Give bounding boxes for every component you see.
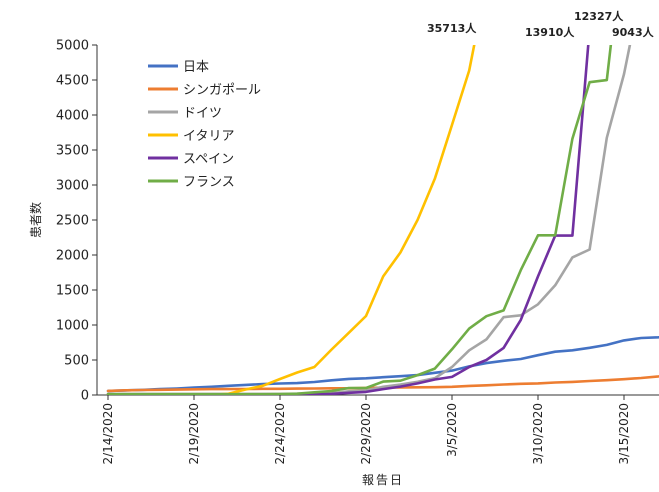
series-line-5	[106, 45, 613, 395]
annotation-label: 9043人	[612, 25, 655, 39]
x-tick-label: 3/5/2020	[445, 403, 459, 457]
y-tick-label: 2500	[56, 214, 89, 229]
legend-label: スペイン	[183, 152, 234, 167]
y-tick-label: 1500	[56, 284, 89, 299]
plot-area	[106, 45, 659, 395]
x-tick-label: 2/14/2020	[101, 403, 115, 465]
y-tick-label: 5000	[56, 39, 89, 54]
annotation-label: 12327人	[574, 9, 624, 23]
y-tick-label: 3000	[56, 179, 89, 194]
y-tick-label: 1000	[56, 319, 89, 334]
x-tick-label: 3/15/2020	[617, 403, 631, 465]
series-line-0	[106, 335, 659, 393]
legend-label: シンガポール	[183, 83, 261, 98]
y-tick-label: 2000	[56, 249, 89, 264]
x-tick-label: 2/19/2020	[187, 403, 201, 465]
y-tick-label: 4000	[56, 109, 89, 124]
y-axis: 0 500 1000 1500 2000 2500 3000 3500 4000 4500 5000	[56, 39, 98, 404]
x-tick-label: 3/10/2020	[531, 403, 545, 465]
legend-label: フランス	[183, 175, 235, 190]
annotations: 35713人 13910人 12327人 9043人	[427, 9, 655, 39]
y-tick-label: 4500	[56, 74, 89, 89]
legend-label: イタリア	[183, 129, 234, 144]
y-tick-label: 500	[64, 354, 89, 369]
annotation-label: 13910人	[525, 25, 575, 39]
y-tick-label: 0	[81, 389, 89, 404]
x-axis-title: 報告日	[362, 473, 404, 487]
y-axis-title: 患者数	[28, 202, 43, 238]
annotation-label: 35713人	[427, 21, 477, 35]
legend-label: ドイツ	[183, 106, 222, 121]
x-tick-label: 2/29/2020	[359, 403, 373, 465]
y-tick-label: 3500	[56, 144, 89, 159]
x-tick-label: 2/24/2020	[273, 403, 287, 465]
x-axis: 2/14/2020 2/19/2020 2/24/2020 2/29/2020 3/5/…	[97, 394, 659, 465]
legend-label: 日本	[183, 60, 209, 75]
